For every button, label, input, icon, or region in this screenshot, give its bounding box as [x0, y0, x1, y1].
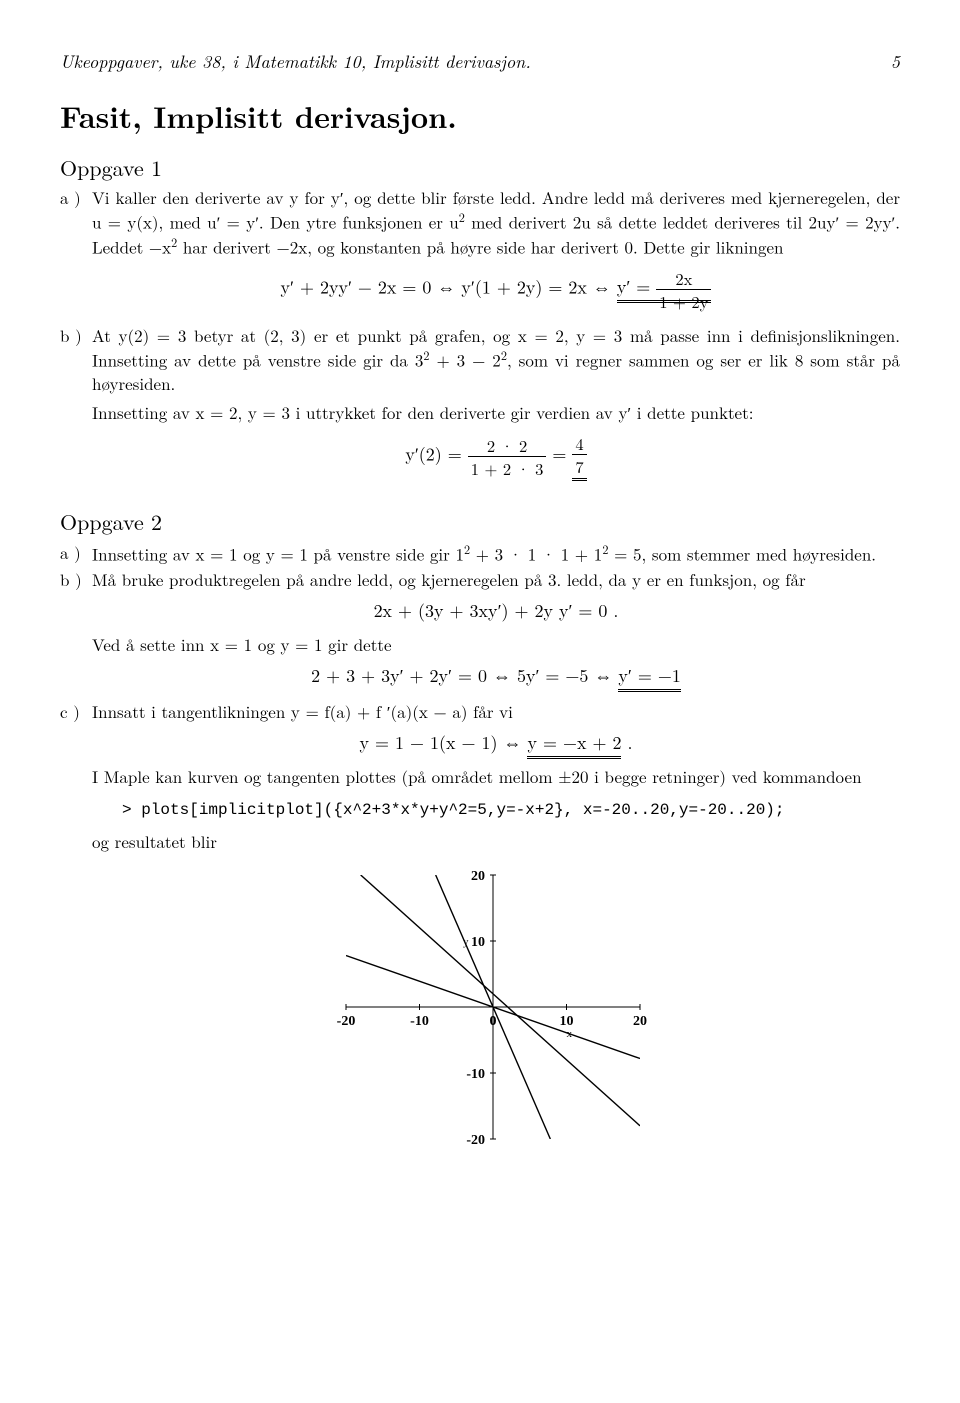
text: Innsetting av x = 2, y = 3 i uttrykket f… — [92, 400, 753, 424]
item-label: b ) — [60, 568, 92, 698]
opp2-a: a ) Innsetting av x = 1 og y = 1 på vens… — [60, 541, 900, 566]
svg-text:-20: -20 — [337, 1014, 356, 1029]
page-number: 5 — [891, 50, 900, 74]
item-body: Må bruke produktregelen på andre ledd, o… — [92, 568, 900, 698]
svg-text:0: 0 — [490, 1014, 497, 1029]
eq-text: y′ + 2yy′ − 2x = 0 ⇔ y′(1 + 2y) = 2x ⇔ — [281, 274, 617, 299]
text: og resultatet blir — [92, 829, 217, 853]
implicit-plot: -20-1001020-20-101020xy — [310, 865, 650, 1165]
eq-text: y′ = — [617, 274, 656, 299]
maple-code: > plots[implicitplot]({x^2+3*x*y+y^2=5,y… — [122, 796, 900, 822]
item-body: Vi kaller den deriverte av y for y′, og … — [92, 186, 900, 322]
item-label: a ) — [60, 186, 92, 322]
eq-text: y′(2) = — [405, 441, 467, 466]
text: har derivert −2x, og konstanten på høyre… — [177, 235, 783, 259]
eq-answer-box: y = −x + 2 — [527, 730, 621, 759]
numerator: 2 · 2 — [468, 434, 547, 456]
svg-text:-10: -10 — [410, 1014, 429, 1029]
numerator: 4 — [572, 432, 586, 454]
eq-text: 2 + 3 + 3y′ + 2y′ = 0 ⇔ 5y′ = −5 ⇔ — [311, 663, 618, 688]
oppgave-1-heading: Oppgave 1 — [60, 153, 900, 183]
text: Innsatt i tangentlikningen y = f(a) + f … — [92, 699, 513, 723]
item-body: Innsetting av x = 1 og y = 1 på venstre … — [92, 541, 900, 566]
text: Ved å sette inn x = 1 og y = 1 gir dette — [92, 632, 392, 656]
item-body: Innsatt i tangentlikningen y = f(a) + f … — [92, 700, 900, 853]
text: = 5, som stemmer med høyresiden. — [608, 542, 876, 566]
opp2-b-eq1: 2x + (3y + 3xy′) + 2y y′ = 0 . — [92, 599, 900, 623]
eq-answer-box: y′ = 2x1 + 2y — [617, 274, 712, 303]
eq-text: y = 1 − 1(x − 1) ⇔ — [360, 730, 528, 755]
svg-text:20: 20 — [471, 869, 485, 884]
item-label: a ) — [60, 541, 92, 566]
item-body: At y(2) = 3 betyr at (2, 3) er et punkt … — [92, 324, 900, 491]
text: Innsetting av x = 1 og y = 1 på venstre … — [92, 542, 464, 566]
header-left: Ukeoppgaver, uke 38, i Matematikk 10, Im… — [60, 50, 531, 74]
svg-text:-10: -10 — [466, 1067, 485, 1082]
denominator: 1 + 2y — [656, 289, 711, 312]
text: . — [621, 730, 632, 755]
opp2-c-eq: y = 1 − 1(x − 1) ⇔ y = −x + 2 . — [92, 731, 900, 755]
svg-text:20: 20 — [633, 1014, 647, 1029]
opp1-b: b ) At y(2) = 3 betyr at (2, 3) er et pu… — [60, 324, 900, 491]
opp2-c: c ) Innsatt i tangentlikningen y = f(a) … — [60, 700, 900, 853]
opp1-b-equation: y′(2) = 2 · 21 + 2 · 3 = 47 — [92, 432, 900, 482]
text: Må bruke produktregelen på andre ledd, o… — [92, 567, 806, 591]
text: + 3 − 2 — [430, 348, 501, 372]
denominator: 7 — [572, 454, 586, 477]
item-label: c ) — [60, 700, 92, 853]
eq-text: = — [546, 441, 572, 466]
opp1-a: a ) Vi kaller den deriverte av y for y′,… — [60, 186, 900, 322]
opp1-a-equation: y′ + 2yy′ − 2x = 0 ⇔ y′(1 + 2y) = 2x ⇔ y… — [92, 267, 900, 313]
fraction: 2 · 21 + 2 · 3 — [468, 434, 547, 480]
denominator: 1 + 2 · 3 — [468, 456, 547, 479]
eq-answer-box: y′ = −1 — [618, 663, 680, 692]
item-label: b ) — [60, 324, 92, 491]
code: > plots[implicitplot]({x^2+3*x*y+y^2=5,y… — [122, 801, 785, 819]
opp2-b: b ) Må bruke produktregelen på andre led… — [60, 568, 900, 698]
fraction: 2x1 + 2y — [656, 267, 711, 313]
opp2-b-eq2: 2 + 3 + 3y′ + 2y′ = 0 ⇔ 5y′ = −5 ⇔ y′ = … — [92, 664, 900, 688]
svg-text:10: 10 — [471, 935, 485, 950]
svg-text:-20: -20 — [466, 1133, 485, 1148]
numerator: 2x — [656, 267, 711, 289]
plot-container: -20-1001020-20-101020xy — [60, 865, 900, 1170]
page-header: Ukeoppgaver, uke 38, i Matematikk 10, Im… — [60, 50, 900, 74]
text: I Maple kan kurven og tangenten plottes … — [92, 764, 862, 788]
text: + 3 · 1 · 1 + 1 — [470, 542, 602, 566]
eq-answer-box: 47 — [572, 432, 586, 482]
svg-text:10: 10 — [560, 1014, 574, 1029]
oppgave-2-heading: Oppgave 2 — [60, 507, 900, 537]
page-title: Fasit, Implisitt derivasjon. — [60, 96, 900, 137]
